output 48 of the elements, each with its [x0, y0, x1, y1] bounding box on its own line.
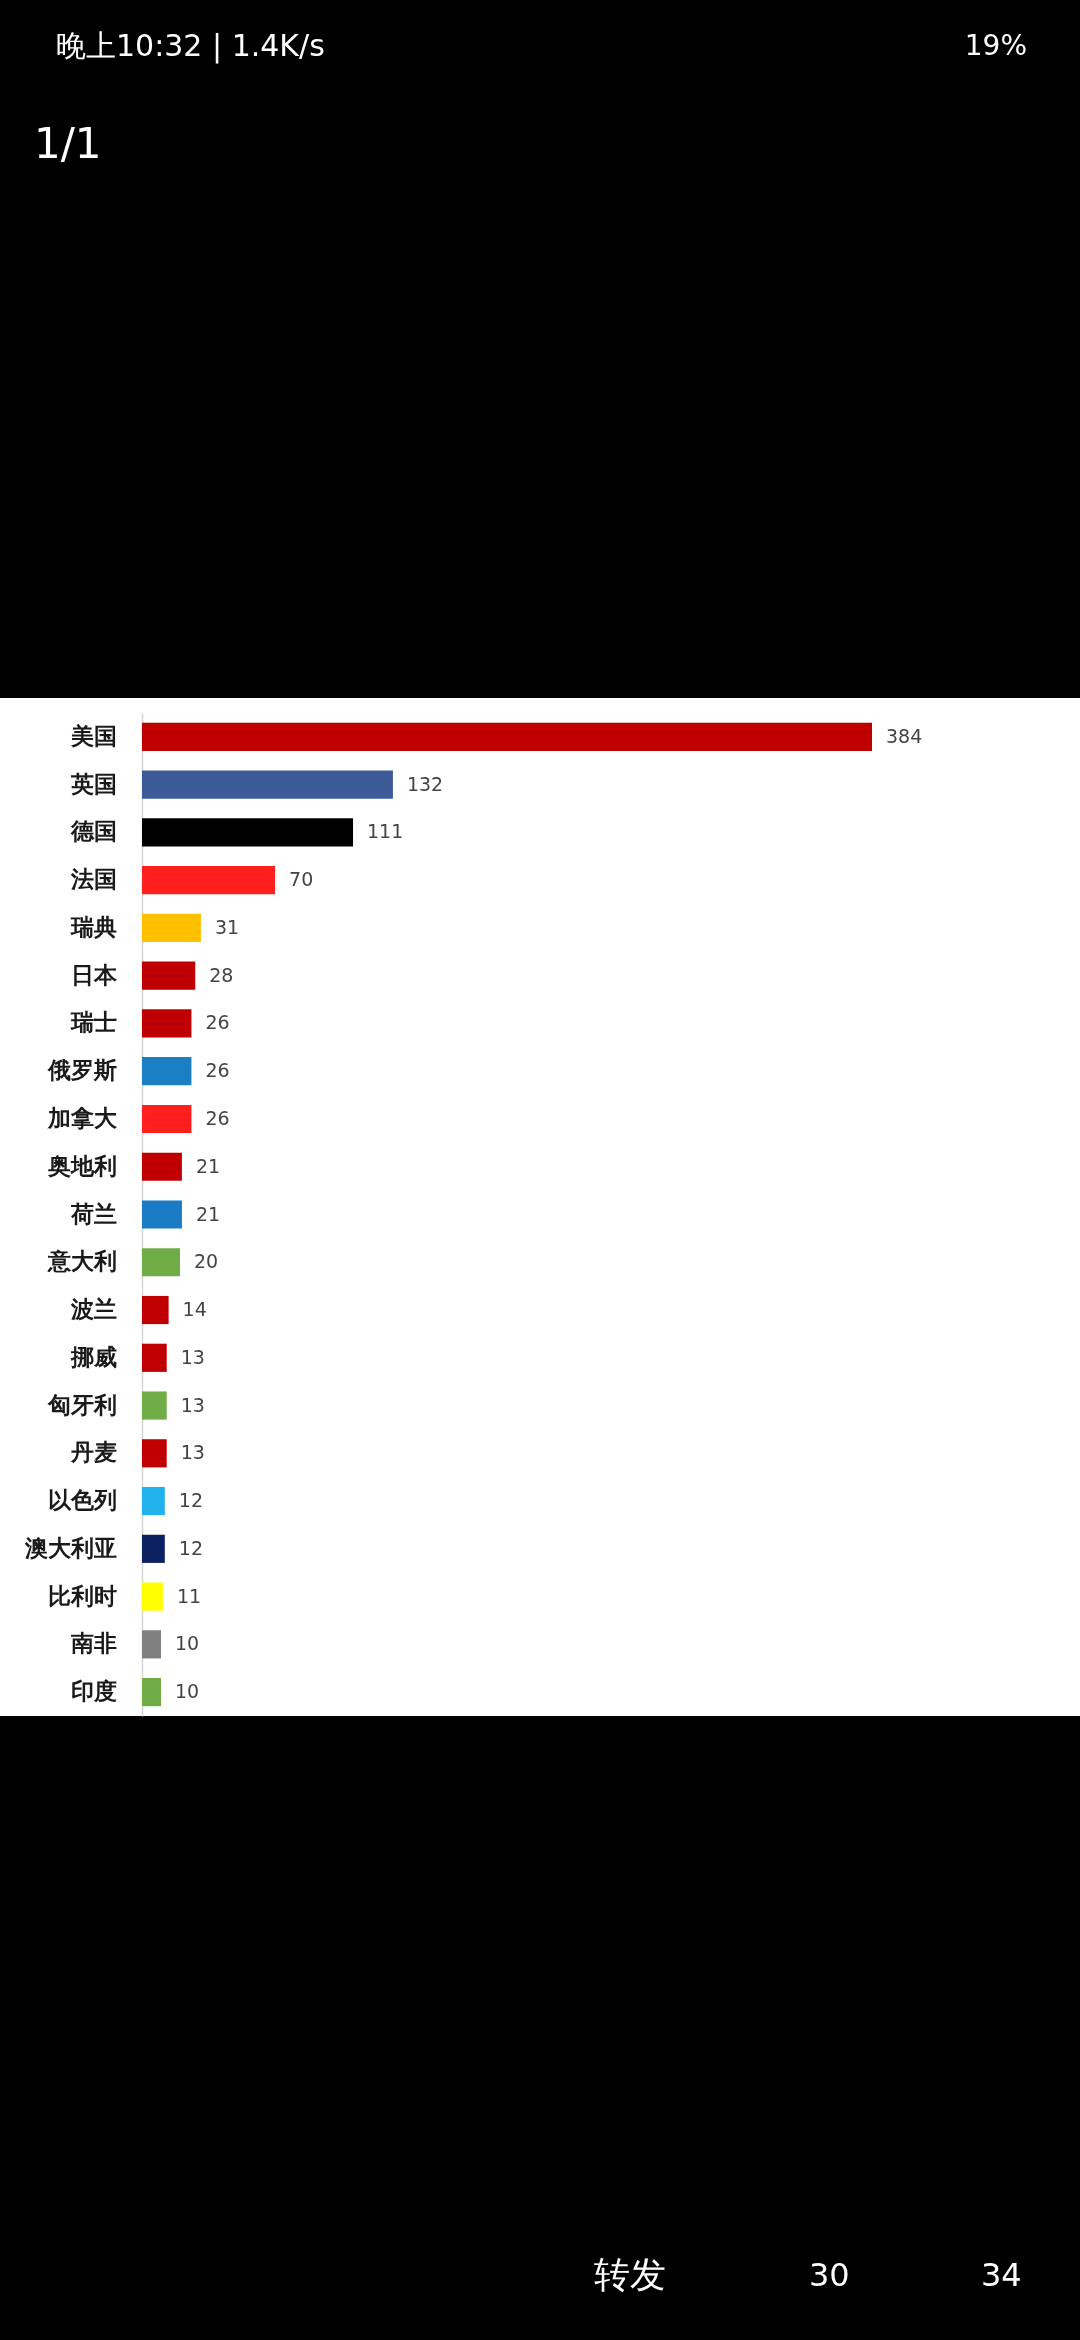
y-tick-label: 匈牙利 [46, 1391, 117, 1418]
data-label: 14 [182, 1298, 207, 1321]
y-tick-label: 荷兰 [69, 1200, 117, 1227]
y-tick-label: 南非 [69, 1630, 117, 1657]
y-tick-label: 澳大利亚 [23, 1534, 117, 1561]
y-tick-label: 俄罗斯 [46, 1057, 117, 1084]
data-label: 11 [176, 1584, 202, 1607]
y-tick-label: 瑞士 [69, 1009, 117, 1036]
data-label: 13 [180, 1441, 205, 1464]
y-tick-label: 波兰 [69, 1296, 117, 1323]
data-label: 111 [367, 820, 404, 843]
y-tick-label: 德国 [69, 818, 117, 845]
y-tick-label: 奥地利 [46, 1152, 117, 1179]
data-label: 132 [406, 772, 444, 795]
text: 晚上10:32 | 1.4K/s [56, 28, 325, 64]
data-label: 26 [205, 1106, 230, 1129]
text: 1/1 [34, 119, 102, 168]
y-tick-label: 印度 [70, 1678, 117, 1705]
text: 转发 [594, 2254, 666, 2295]
y-tick-label: 加拿大 [46, 1104, 118, 1131]
data-label: 20 [194, 1250, 219, 1273]
data-label: 26 [205, 1059, 230, 1082]
y-tick-label: 以色列 [47, 1487, 117, 1514]
y-tick-label: 瑞典 [69, 913, 117, 940]
data-label: 13 [180, 1393, 205, 1416]
text: 34 [981, 2256, 1022, 2294]
text: 19% [964, 29, 1027, 62]
text: 30 [809, 2256, 850, 2294]
y-tick-label: 比利时 [47, 1582, 117, 1609]
y-tick-label: 英国 [69, 770, 117, 797]
y-tick-label: 美国 [69, 722, 117, 749]
data-label: 70 [289, 868, 314, 891]
data-label: 13 [180, 1345, 205, 1368]
data-label: 26 [205, 1011, 230, 1034]
data-label: 21 [195, 1202, 221, 1225]
y-tick-label: 挪威 [69, 1343, 117, 1370]
data-label: 12 [178, 1536, 203, 1559]
y-tick-label: 意大利 [46, 1248, 117, 1275]
data-label: 28 [209, 963, 234, 986]
data-label: 31 [214, 915, 240, 938]
data-label: 12 [178, 1489, 203, 1512]
data-label: 10 [175, 1680, 200, 1703]
y-tick-label: 法国 [69, 866, 117, 893]
y-tick-label: 日本 [70, 961, 118, 988]
y-tick-label: 丹麦 [69, 1439, 117, 1466]
data-label: 384 [886, 724, 923, 747]
data-label: 21 [195, 1154, 221, 1177]
data-label: 10 [175, 1632, 200, 1655]
